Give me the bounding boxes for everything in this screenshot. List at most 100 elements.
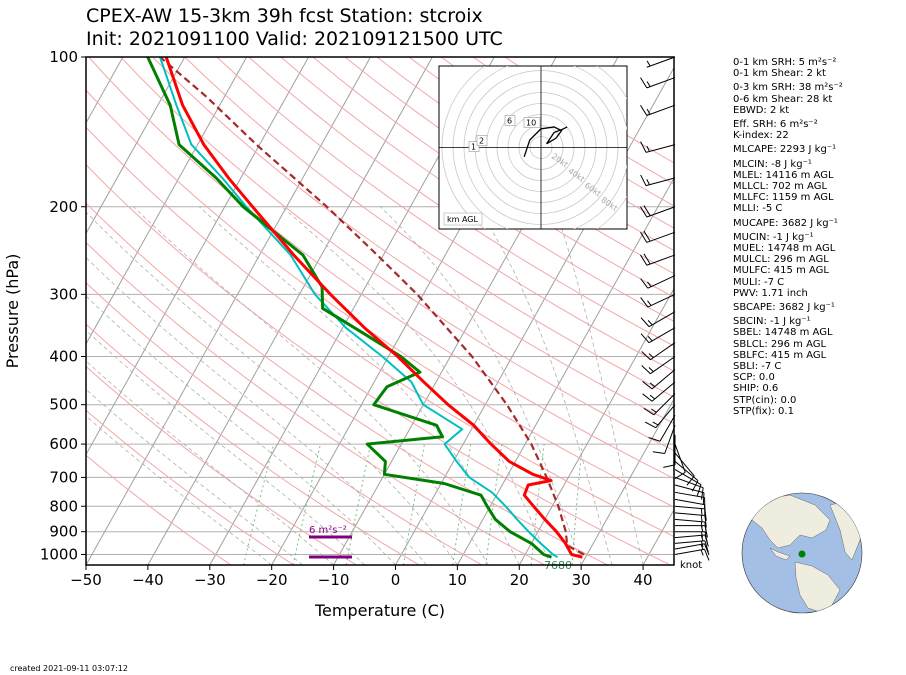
dewpoint-line (146, 57, 552, 559)
x-tick-label: 40 (634, 571, 653, 589)
dry-adiabat (86, 163, 671, 565)
moist-adiabat (86, 295, 396, 565)
y-tick-label: 200 (49, 198, 78, 216)
stat-line: MUCIN: -1 J kg⁻¹ (733, 231, 814, 243)
stat-line: K-index: 22 (733, 130, 789, 142)
stat-line: MULCL: 296 m AGL (733, 254, 829, 266)
wind-barb-flag (640, 141, 647, 153)
wind-barb-flag (704, 531, 708, 544)
wind-barb (674, 548, 710, 561)
stat-line: Eff. SRH: 6 m²s⁻² (733, 119, 818, 131)
stat-line: SBCIN: -1 J kg⁻¹ (733, 316, 811, 328)
dry-adiabat (86, 241, 546, 565)
hodograph-corner-box (443, 212, 483, 226)
stat-line: EBWD: 2 kt (733, 104, 790, 116)
x-tick-label: −50 (70, 571, 102, 589)
stat-line: MLEL: 14116 m AGL (733, 169, 834, 181)
wind-barb-flag (700, 535, 704, 542)
wind-barb-staff (674, 543, 705, 550)
stat-line: STP(fix): 0.1 (733, 405, 794, 417)
wind-barb-flag (663, 464, 676, 468)
stat-line: MULI: -7 C (733, 276, 785, 288)
y-tick-label: 400 (49, 348, 78, 366)
mixing-ratio-line (292, 443, 321, 565)
stat-line: MLLI: -5 C (733, 203, 783, 215)
moist-adiabat (380, 206, 582, 565)
wind-barb-staff (647, 275, 676, 289)
station-marker (798, 550, 806, 558)
wind-barb-staff (648, 311, 676, 328)
dry-adiabat (248, 57, 674, 347)
wind-barb-flag (702, 492, 705, 505)
stat-line: SBLI: -7 C (733, 361, 782, 373)
x-tick-label: −10 (318, 571, 350, 589)
hodograph-height-box (523, 117, 541, 128)
dry-adiabat (216, 57, 674, 372)
wind-barb-staff (650, 356, 676, 375)
mixing-ratio-line (485, 444, 503, 565)
x-tick-label: 20 (510, 571, 529, 589)
moist-adiabat (133, 206, 489, 565)
srh-label: 6 m²s⁻² (309, 525, 347, 536)
dry-adiabat (152, 57, 674, 425)
y-tick-label: 600 (49, 435, 78, 453)
isotherm-line (518, 287, 674, 565)
dry-adiabat (86, 202, 608, 565)
dry-adiabat (86, 365, 357, 565)
dry-adiabat (86, 409, 294, 565)
stat-line: SBLCL: 296 m AGL (733, 338, 827, 350)
wind-barb-staff (664, 425, 676, 454)
stat-line: PWV: 1.71 inch (733, 287, 808, 299)
wind-barb-flag (643, 230, 651, 242)
wind-barb-staff (674, 443, 686, 473)
stat-line: 0-6 km Shear: 28 kt (733, 93, 833, 105)
stat-line: STP(cin): 0.0 (733, 394, 797, 406)
wind-barb-flag (640, 105, 648, 116)
wind-barb-flag (686, 475, 695, 486)
wind-barb-flag (640, 77, 648, 89)
wind-barb-staff (645, 144, 676, 153)
wind-barb-staff (645, 177, 676, 187)
wind-barb-flag (640, 254, 648, 266)
wind-barb-staff (648, 327, 676, 344)
wind-barb (674, 469, 702, 497)
wind-barb-staff (646, 206, 676, 218)
wind-barb (648, 414, 676, 442)
wind-barb-flag (642, 393, 653, 402)
wind-barb-flag (640, 231, 648, 243)
wind-barb-staff (646, 77, 676, 89)
wind-barb-flag (646, 179, 650, 185)
wind-barb-flag (648, 353, 654, 359)
dry-adiabat (86, 454, 232, 565)
moist-adiabat (86, 360, 334, 565)
wind-barb-staff (653, 393, 676, 416)
wind-barb-staff (674, 452, 695, 477)
wind-barb-staff (646, 254, 676, 266)
stat-line: SBEL: 14748 m AGL (733, 327, 833, 339)
hodograph-height-box (504, 115, 516, 126)
dry-adiabat (86, 126, 674, 538)
stat-line: MLLCL: 702 m AGL (733, 181, 828, 193)
wind-barb (674, 491, 706, 510)
wind-barb-flag (649, 394, 656, 400)
wind-barb-flag (700, 540, 704, 547)
wind-barb-flag (640, 206, 648, 218)
wind-barb (674, 512, 707, 528)
wind-barb-flag (704, 515, 707, 528)
x-tick-label: 30 (572, 571, 591, 589)
dry-adiabat (120, 57, 674, 452)
wind-barb (640, 311, 676, 328)
wind-barb-flag (647, 300, 652, 306)
created-timestamp: created 2021-09-11 03:07:12 (10, 664, 128, 673)
wind-barb-staff (646, 56, 676, 68)
x-axis-label: Temperature (C) (314, 601, 445, 620)
wind-barb (674, 518, 707, 534)
wind-barb-flag (642, 381, 653, 390)
plot-area (86, 57, 674, 565)
wind-barb-flag (652, 421, 659, 426)
wind-barb-flag (700, 508, 703, 515)
wind-barb-flag (700, 521, 703, 528)
wind-barb (674, 543, 710, 556)
isotherm-line (395, 66, 674, 565)
